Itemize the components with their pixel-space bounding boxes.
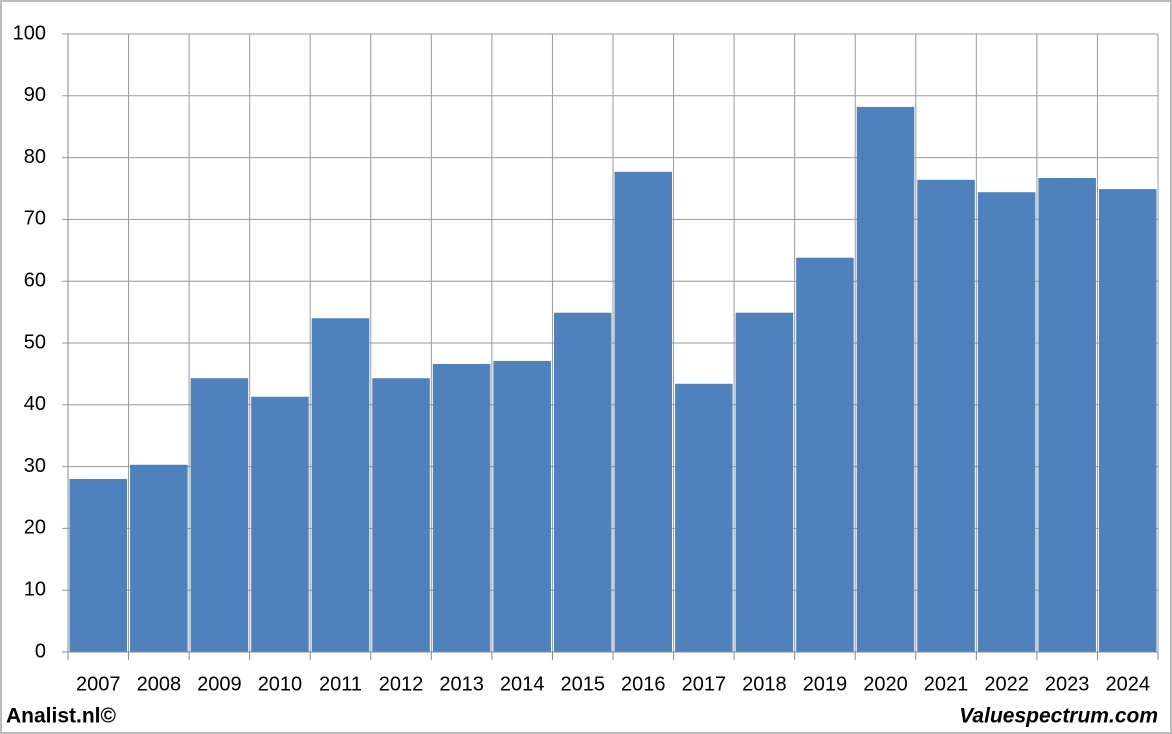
y-tick-label: 60 [24,269,46,291]
bar [130,464,188,652]
x-tick-label: 2024 [1105,673,1150,695]
bar [614,171,673,652]
x-tick-label: 2009 [197,673,242,695]
x-tick-label: 2011 [319,673,362,695]
bar [977,192,1036,652]
x-tick-label: 2015 [560,673,605,695]
y-tick-label: 80 [24,146,46,168]
y-tick-label: 0 [35,640,46,662]
footer-right: Valuespectrum.com [959,705,1158,728]
x-tick-label: 2014 [500,673,545,695]
y-tick-label: 10 [24,578,46,600]
bar [251,396,309,652]
bar [917,179,975,652]
x-tick-label: 2017 [682,673,727,695]
x-tick-label: 2018 [742,673,787,695]
y-tick-label: 50 [24,331,46,353]
footer-left: Analist.nl© [6,705,117,728]
bar [69,478,128,652]
bar [432,364,491,652]
bar [1098,189,1157,653]
bar [796,257,854,652]
y-tick-label: 30 [24,455,46,477]
y-tick-label: 90 [24,84,46,106]
y-tick-label: 70 [24,208,46,230]
bar [311,318,370,652]
bar [675,383,733,652]
x-tick-label: 2016 [621,673,666,695]
x-tick-label: 2007 [76,673,121,695]
bar [372,378,430,652]
bar [190,378,249,652]
x-tick-label: 2020 [863,673,908,695]
x-tick-label: 2022 [984,673,1029,695]
bar [493,360,551,652]
x-tick-label: 2021 [924,673,969,695]
x-tick-label: 2019 [803,673,848,695]
bar [553,312,612,652]
x-tick-label: 2012 [379,673,424,695]
x-tick-label: 2013 [439,673,484,695]
x-tick-label: 2008 [137,673,182,695]
bar [856,106,915,652]
bar [1038,177,1096,652]
y-tick-label: 100 [13,22,46,44]
bar [735,312,794,652]
y-tick-label: 40 [24,393,46,415]
x-tick-label: 2010 [258,673,303,695]
x-tick-label: 2023 [1045,673,1090,695]
y-tick-label: 20 [24,517,46,539]
